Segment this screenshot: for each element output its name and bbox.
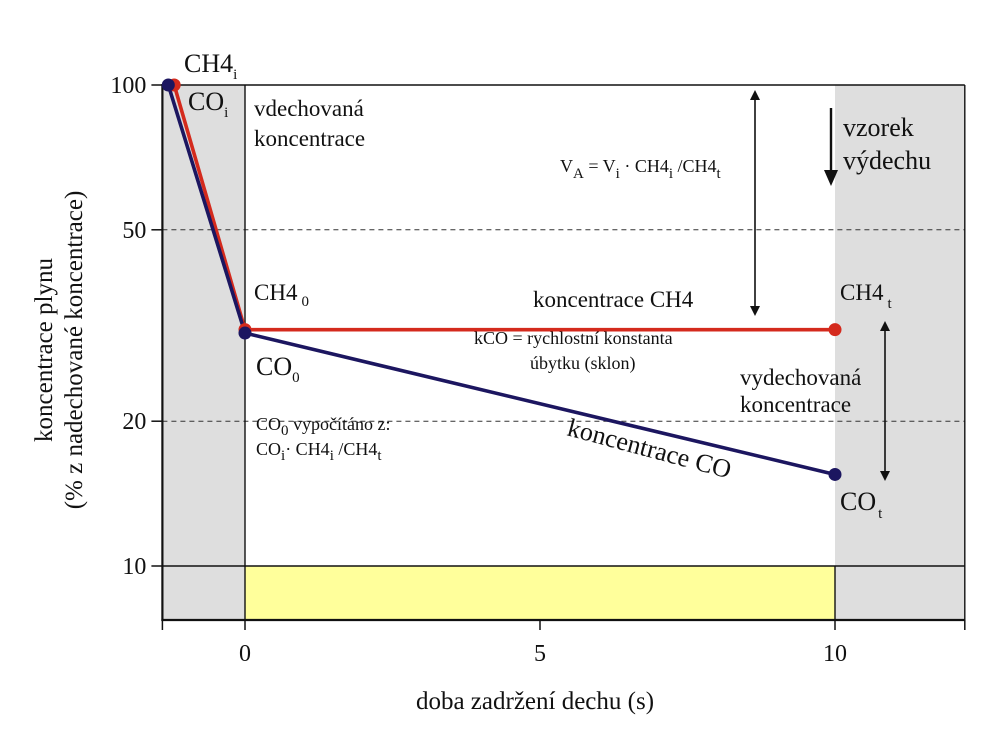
co-point — [238, 326, 252, 340]
ch4-final-label: CH4 t — [840, 280, 892, 312]
exhaled-sample-shaded-region — [835, 85, 965, 620]
co-zero-calc-line2: COi· CH4i /CH4t — [256, 439, 382, 464]
ch4-initial-label: CH4i — [184, 49, 237, 83]
co-initial-label: COi — [188, 87, 228, 121]
low-concentration-band — [245, 566, 835, 620]
pre-hold-shaded-region — [162, 85, 245, 620]
y-ticks: 10 20 50 100 — [110, 73, 163, 580]
x-ticks: 0 5 10 — [161, 620, 966, 667]
x-tick-label: 0 — [239, 641, 251, 667]
rate-constant-label-2: úbytku (sklon) — [530, 353, 636, 374]
x-axis-title: doba zadržení dechu (s) — [416, 688, 654, 715]
co-zero-calc-line1: CO0 vypočítáno z: — [256, 414, 391, 439]
ch4-point — [828, 323, 842, 337]
y-tick-label: 50 — [122, 218, 146, 244]
co-point — [161, 78, 175, 92]
exhaled-sample-label-1: vzorek — [843, 113, 914, 142]
ch4-series-label: koncentrace CH4 — [533, 287, 694, 312]
y-axis-title-line2: (% z nadechované koncentrace) — [61, 191, 88, 510]
co-series-label: koncentrace CO — [564, 413, 734, 485]
ch4-zero-label: CH4 0 — [254, 280, 309, 310]
x-tick-label: 5 — [534, 641, 546, 667]
co-zero-label: CO0 — [256, 352, 300, 386]
x-tick-label: 10 — [823, 641, 847, 667]
exhaled-sample-label-2: výdechu — [843, 146, 931, 175]
co-final-label: CO t — [840, 487, 883, 522]
grid-lines — [162, 229, 965, 422]
co-point — [828, 467, 842, 481]
y-tick-label: 100 — [110, 73, 146, 99]
exhaled-concentration-label-1: vydechovaná — [740, 365, 861, 390]
y-tick-label: 20 — [122, 409, 146, 435]
y-axis-title-line1: koncentrace plynu — [31, 258, 58, 442]
inhaled-concentration-label-2: koncentrace — [254, 126, 365, 151]
y-tick-label: 10 — [122, 554, 146, 580]
alveolar-volume-formula: VA = Vi · CH4i /CH4t — [560, 156, 722, 182]
series-layer — [161, 78, 842, 481]
rate-constant-label-1: kCO = rychlostní konstanta — [474, 328, 673, 348]
exhaled-concentration-label-2: koncentrace — [740, 392, 851, 417]
inhaled-concentration-label-1: vdechovaná — [254, 96, 364, 121]
